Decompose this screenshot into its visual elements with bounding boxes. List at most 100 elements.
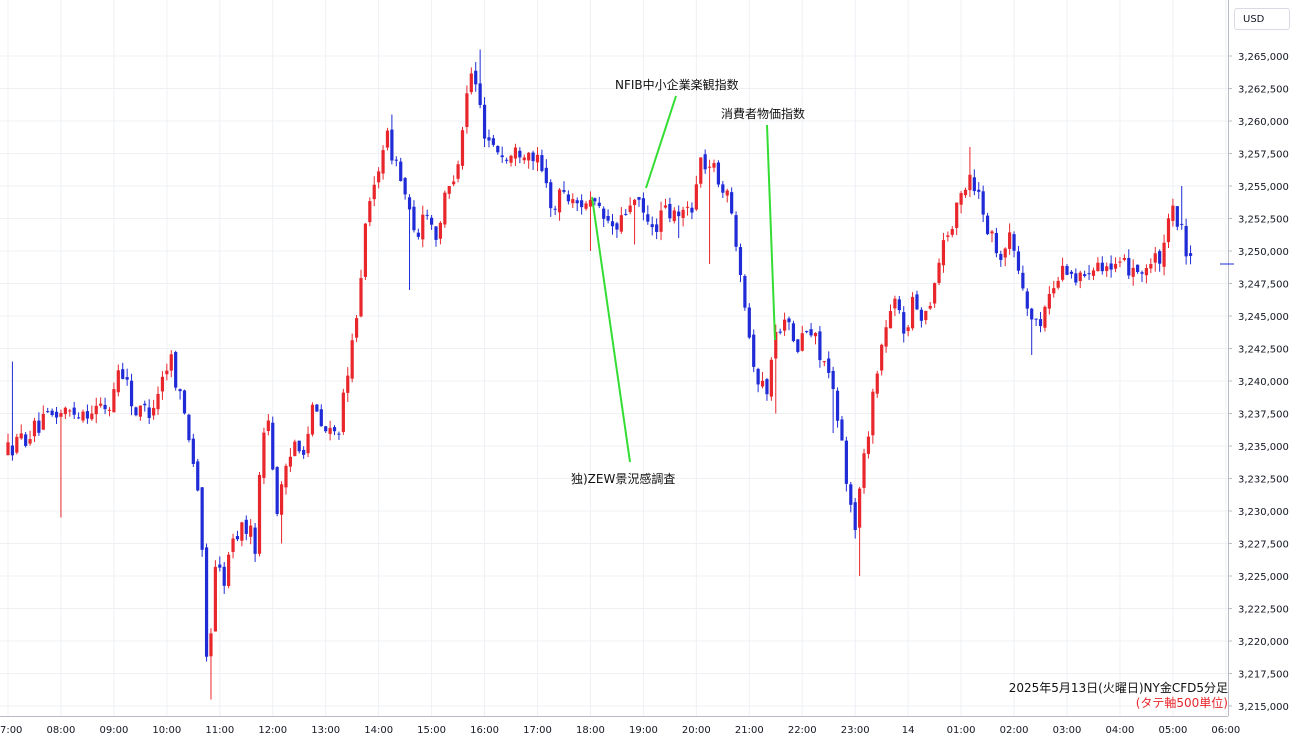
candle xyxy=(112,382,116,413)
candle xyxy=(985,212,990,236)
candle xyxy=(1091,267,1096,281)
candle-body xyxy=(765,379,769,395)
candle xyxy=(1158,249,1162,272)
candle xyxy=(412,200,416,233)
candle xyxy=(403,176,407,200)
candle xyxy=(59,409,63,518)
candle-body xyxy=(1056,280,1060,288)
candle xyxy=(615,221,619,238)
candle-body xyxy=(650,224,654,228)
candle-body xyxy=(575,200,579,204)
candle-body xyxy=(116,370,120,393)
candle xyxy=(937,258,941,286)
candle-body xyxy=(196,461,200,491)
candle xyxy=(606,209,610,224)
y-tick-label: 3,225,000 xyxy=(1238,572,1289,583)
candle-body xyxy=(641,198,645,213)
candle xyxy=(474,62,478,92)
candle-body xyxy=(646,214,650,222)
cpi-annotation-line xyxy=(766,124,776,341)
candle xyxy=(1184,218,1188,265)
candle xyxy=(165,363,169,381)
chart-grid xyxy=(0,0,1228,716)
candle-body xyxy=(694,184,698,210)
candle-body xyxy=(478,83,482,105)
candle xyxy=(394,156,398,167)
x-tick-label: 10:00 xyxy=(152,725,181,736)
candle xyxy=(730,187,734,215)
candle-body xyxy=(527,152,531,161)
time-axis[interactable]: 07:00 08:00 09:00 10:00 11:00 12:00 13:00 14:00… xyxy=(0,716,1240,737)
candle xyxy=(813,332,818,345)
candle xyxy=(778,328,782,335)
x-tick-label: 23:00 xyxy=(841,725,870,736)
candle xyxy=(509,154,513,167)
candle xyxy=(1144,264,1149,284)
candle-body xyxy=(359,278,363,317)
price-axis[interactable]: 3,265,000 3,262,500 3,260,000 3,257,500 3,25… xyxy=(1220,0,1289,716)
candle-body xyxy=(496,145,500,153)
candle xyxy=(946,231,950,242)
x-tick-label: 11:00 xyxy=(205,725,234,736)
candle-body xyxy=(902,312,906,334)
candle-body xyxy=(1149,264,1153,269)
candle-body xyxy=(174,352,178,388)
candle xyxy=(310,402,315,437)
y-tick-label: 3,257,500 xyxy=(1238,150,1289,161)
candle-body xyxy=(169,354,173,371)
candle xyxy=(628,197,632,215)
candle xyxy=(527,152,531,169)
candle xyxy=(143,400,147,412)
candle-body xyxy=(337,433,341,435)
candle xyxy=(94,397,98,424)
candle-body xyxy=(540,155,544,171)
candle xyxy=(968,147,972,198)
candle-body xyxy=(381,150,385,174)
candle-body xyxy=(809,329,813,336)
candle xyxy=(1038,312,1043,333)
candle xyxy=(853,498,857,539)
candle xyxy=(19,424,23,440)
candle xyxy=(712,159,716,173)
candle-body xyxy=(756,368,760,385)
candle xyxy=(249,519,253,545)
candle xyxy=(284,463,288,495)
candle-body xyxy=(858,488,862,528)
candle xyxy=(531,150,535,170)
candle-body xyxy=(1122,257,1126,260)
candle-body xyxy=(840,419,844,441)
candle xyxy=(85,404,90,424)
candle-body xyxy=(668,203,672,219)
candle xyxy=(235,530,240,542)
candle xyxy=(227,551,231,589)
candle xyxy=(743,274,747,311)
candle xyxy=(685,201,690,216)
candle xyxy=(103,397,107,415)
candle-body xyxy=(332,427,337,432)
y-tick-label: 3,235,000 xyxy=(1238,442,1289,453)
candle xyxy=(134,406,138,417)
candle-body xyxy=(41,413,45,430)
candle xyxy=(619,207,623,234)
candle-body xyxy=(553,208,557,210)
zew-annotation-label: 独)ZEW景況感調査 xyxy=(571,471,675,486)
candle xyxy=(963,187,968,198)
x-tick-label: 12:00 xyxy=(258,725,287,736)
candle-body xyxy=(535,154,540,163)
candle-body xyxy=(90,413,94,420)
candle-body xyxy=(491,138,495,145)
candle xyxy=(544,159,548,188)
candle-body xyxy=(928,305,932,309)
currency-selector[interactable]: USD xyxy=(1234,8,1290,30)
candle-body xyxy=(941,240,946,266)
candle xyxy=(1034,318,1038,327)
candle-body xyxy=(275,467,279,514)
candle-body xyxy=(99,403,103,406)
y-tick-label: 3,240,000 xyxy=(1238,377,1289,388)
candle xyxy=(840,415,844,441)
candle xyxy=(46,407,50,413)
candle xyxy=(637,196,641,207)
candle xyxy=(1030,307,1034,355)
candle xyxy=(275,466,279,517)
